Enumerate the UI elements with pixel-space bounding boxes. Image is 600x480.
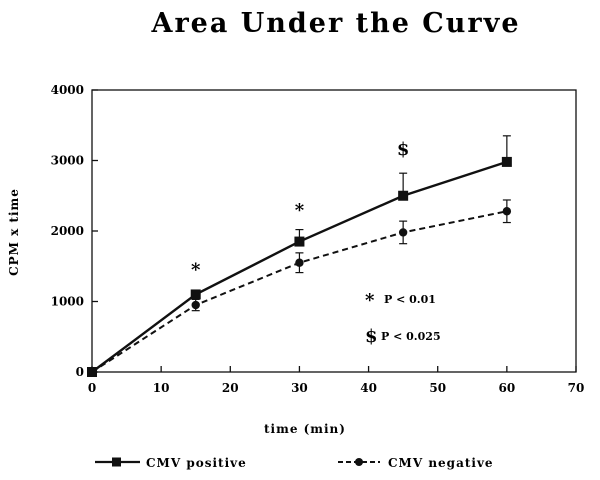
- annotation-p0025-symbol: $: [365, 326, 378, 347]
- y-tick-label: 1000: [51, 295, 84, 309]
- data-point-cmv-negative: [87, 367, 97, 377]
- y-tick-label: 4000: [51, 83, 84, 97]
- legend-label-cmv-negative: CMV negative: [388, 456, 494, 470]
- x-tick-label: 30: [291, 381, 308, 395]
- x-tick-label: 70: [568, 381, 585, 395]
- annotation-p0025: $ P < 0.025: [365, 326, 441, 347]
- x-tick-label: 60: [499, 381, 516, 395]
- legend-item-cmv-negative: CMV negative: [338, 456, 494, 470]
- significance-mark: *: [191, 259, 201, 280]
- significance-marks: * * $: [191, 139, 409, 281]
- data-point-cmv-positive: [398, 190, 409, 201]
- legend-item-cmv-positive: CMV positive: [95, 456, 247, 470]
- data-point-cmv-positive: [190, 289, 201, 300]
- plot-frame: [91, 89, 577, 373]
- x-tick-label: 0: [88, 381, 96, 395]
- y-tick-label: 3000: [51, 154, 84, 168]
- annotation-p001-text: P < 0.01: [384, 293, 436, 306]
- y-axis-label: CPM x time: [7, 188, 21, 276]
- legend-label-cmv-positive: CMV positive: [146, 456, 247, 470]
- annotation-p0025-text: P < 0.025: [381, 330, 441, 343]
- significance-mark: *: [295, 200, 305, 221]
- data-point-cmv-negative: [398, 228, 408, 237]
- data-point-cmv-negative: [502, 207, 512, 216]
- x-tick-label: 50: [429, 381, 446, 395]
- x-tick-label: 40: [360, 381, 377, 395]
- significance-mark: $: [397, 139, 410, 160]
- x-tick-label: 20: [222, 381, 239, 395]
- x-tick-label: 10: [153, 381, 170, 395]
- annotation-p001-symbol: *: [365, 290, 375, 311]
- series-markers: [87, 156, 512, 377]
- legend-marker-square: [112, 457, 121, 467]
- data-point-cmv-positive: [501, 156, 512, 167]
- axes: [91, 89, 577, 373]
- y-tick-label: 0: [76, 365, 84, 379]
- chart-title: Area Under the Curve: [151, 8, 521, 39]
- error-bars: [191, 135, 511, 312]
- y-tick-label: 2000: [51, 224, 84, 238]
- annotation-p001: * P < 0.01: [365, 290, 436, 311]
- data-point-cmv-positive: [294, 236, 305, 247]
- legend-marker-circle: [355, 458, 363, 466]
- data-point-cmv-negative: [191, 300, 200, 310]
- ticks: 0 10 20 30 40 50 60 70 0 1000 2000 3000 4000: [51, 83, 585, 395]
- legend: CMV positive CMV negative: [95, 456, 494, 470]
- x-axis-label: time (min): [264, 422, 346, 436]
- data-point-cmv-negative: [295, 258, 304, 267]
